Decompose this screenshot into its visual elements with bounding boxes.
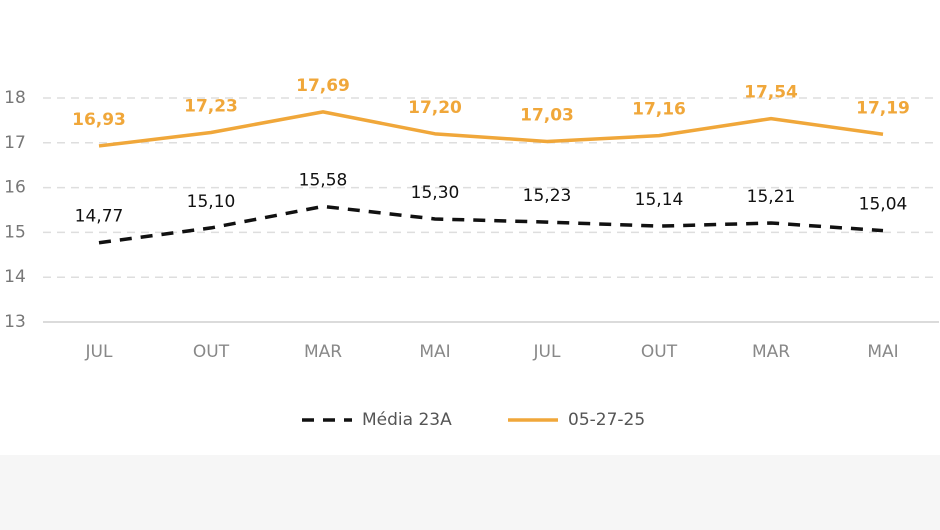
data-label: 15,21 [747,187,796,207]
footer-band [0,455,940,530]
data-label: 17,03 [520,105,574,125]
data-label: 17,20 [408,98,462,118]
data-label: 17,19 [856,98,910,118]
y-tick-label: 17 [4,133,26,153]
x-tick-label: MAI [867,342,898,362]
y-tick-label: 18 [4,88,26,108]
data-label: 15,58 [299,170,348,190]
x-tick-label: MAI [419,342,450,362]
x-tick-label: MAR [752,342,790,362]
y-tick-label: 15 [4,222,26,242]
data-label: 16,93 [72,110,126,130]
x-tick-label: JUL [533,342,561,362]
data-label: 15,10 [187,192,236,212]
y-tick-label: 16 [4,178,26,198]
data-label: 17,54 [744,83,798,103]
x-tick-label: MAR [304,342,342,362]
legend-label: 05-27-25 [568,410,645,430]
data-label: 15,14 [635,190,684,210]
y-tick-label: 13 [4,312,26,332]
data-label: 17,23 [184,96,238,116]
legend-label: Média 23A [362,410,452,430]
series-line [98,204,884,245]
data-label: 15,30 [411,183,460,203]
data-label: 15,23 [523,186,572,206]
y-tick-label: 14 [4,267,26,287]
x-tick-label: JUL [85,342,113,362]
data-label: 14,77 [75,207,124,227]
x-tick-label: OUT [641,342,678,362]
data-label: 17,16 [632,100,686,120]
x-tick-label: OUT [193,342,230,362]
data-label: 15,04 [859,195,908,215]
series-line [98,110,884,148]
data-label: 17,69 [296,76,350,96]
